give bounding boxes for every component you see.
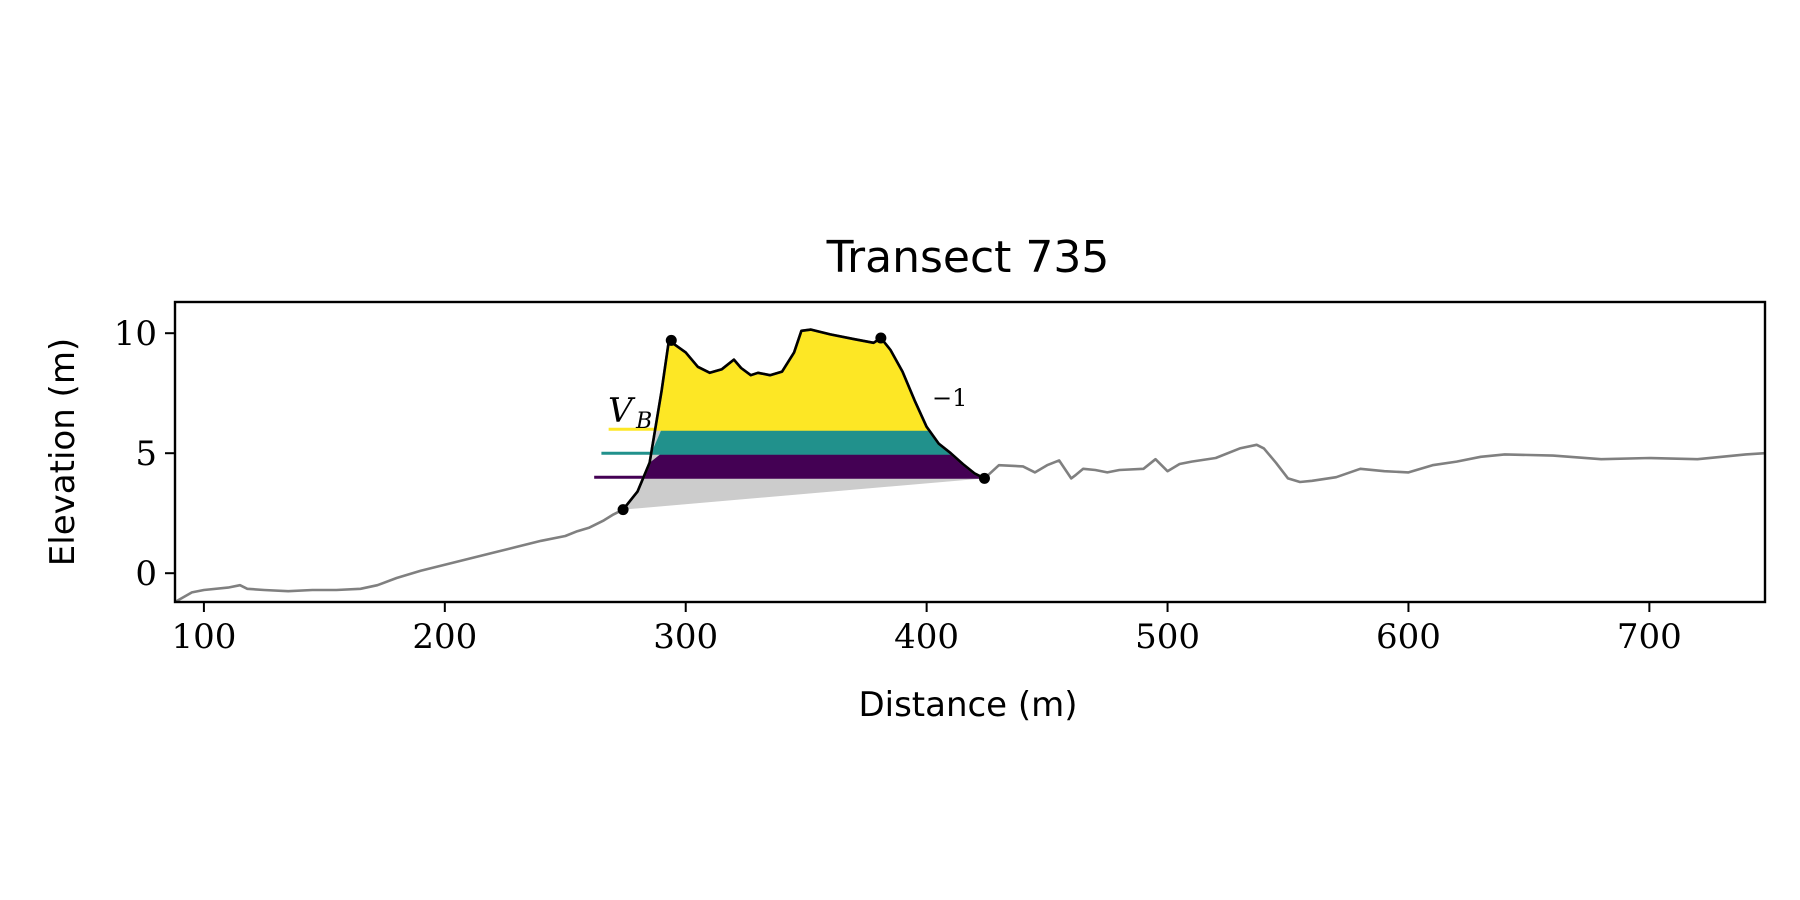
legend-subscript: B <box>635 409 652 434</box>
y-tick-label: 10 <box>114 314 157 354</box>
dune-fill-layer <box>623 329 985 510</box>
dune-point-heel <box>978 472 990 484</box>
x-tick-label: 300 <box>653 617 718 657</box>
dune-point-crest-left <box>665 334 677 346</box>
x-axis: 100 200 300 400 500 600 700 <box>171 602 1682 657</box>
x-tick-label: 700 <box>1617 617 1682 657</box>
dune-band-high <box>655 329 929 430</box>
dune-point-crest-right <box>875 332 887 344</box>
chart-title: Transect 735 <box>826 232 1110 283</box>
legend-symbol: V <box>608 391 636 431</box>
x-tick-label: 600 <box>1376 617 1441 657</box>
plot-frame <box>173 300 1767 604</box>
x-tick-label: 100 <box>171 617 236 657</box>
dune-band-low <box>643 453 982 478</box>
dune-points-layer <box>617 332 990 516</box>
y-axis: 0 5 10 <box>114 314 175 594</box>
dune-outline <box>622 328 986 511</box>
x-tick-label: 200 <box>412 617 477 657</box>
profile-line <box>174 328 1766 604</box>
profile-line-layer <box>174 328 1766 604</box>
exponent-annotation: −1 <box>932 384 967 412</box>
y-tick-label: 0 <box>135 554 157 594</box>
x-axis-label: Distance (m) <box>858 685 1077 725</box>
legend-annotation: V B −1 <box>608 384 967 434</box>
dune-point-toe <box>617 504 629 516</box>
plot-area <box>174 328 1766 604</box>
dune-band-mid <box>651 429 951 454</box>
x-tick-label: 500 <box>1135 617 1200 657</box>
y-axis-label: Elevation (m) <box>43 338 83 566</box>
y-tick-label: 5 <box>135 434 157 474</box>
x-tick-label: 400 <box>894 617 959 657</box>
